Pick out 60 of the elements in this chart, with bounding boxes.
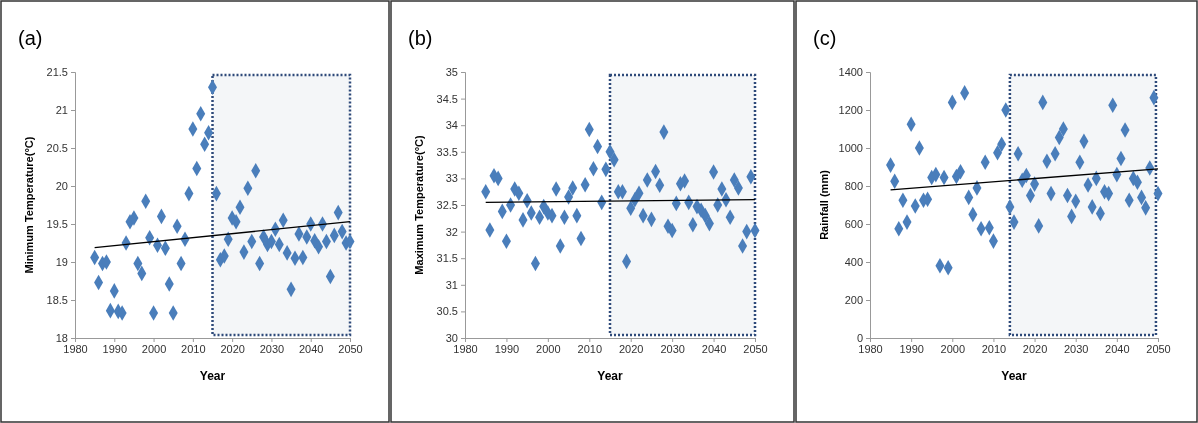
y-tick-label: 1200 [838, 104, 863, 117]
y-tick-label: 800 [844, 180, 863, 193]
y-tick-label: 19.5 [46, 218, 68, 231]
x-tick-label: 2010 [981, 342, 1007, 355]
x-tick-label: 2010 [577, 342, 603, 355]
x-axis-title: Year [597, 369, 624, 383]
x-tick-label: 2040 [701, 342, 727, 355]
y-tick-label: 21 [55, 104, 68, 117]
chart-title: (b) [408, 27, 433, 49]
y-tick-label: 35 [445, 66, 458, 79]
y-tick-label: 30.5 [436, 305, 458, 318]
y-tick-label: 0 [856, 332, 863, 345]
y-tick-label: 32 [445, 225, 458, 238]
y-tick-label: 32.5 [436, 199, 458, 212]
x-tick-label: 1990 [102, 342, 128, 355]
x-tick-label: 2050 [338, 342, 363, 355]
y-tick-label: 31 [445, 278, 458, 291]
y-axis-title: Rainfall (mm) [818, 169, 830, 240]
y-tick-label: 18 [55, 332, 68, 345]
x-tick-label: 1990 [494, 342, 520, 355]
x-tick-label: 2020 [618, 342, 644, 355]
x-tick-label: 2000 [141, 342, 167, 355]
y-tick-label: 200 [844, 294, 863, 307]
x-tick-label: 1980 [453, 342, 478, 355]
x-tick-label: 2030 [259, 342, 285, 355]
x-tick-label: 1990 [899, 342, 924, 355]
x-tick-label: 1980 [63, 342, 88, 355]
x-tick-label: 2050 [1146, 342, 1171, 355]
chart-title: (c) [813, 27, 837, 49]
y-tick-label: 1000 [838, 142, 863, 155]
y-tick-label: 20.5 [46, 142, 68, 155]
y-tick-label: 33.5 [436, 145, 458, 158]
x-axis-title: Year [199, 369, 226, 383]
y-tick-label: 33 [445, 172, 458, 185]
y-tick-label: 34.5 [436, 92, 458, 105]
y-tick-label: 600 [844, 218, 863, 231]
x-tick-label: 2040 [298, 342, 324, 355]
y-tick-label: 34 [445, 119, 458, 132]
x-tick-label: 1980 [858, 342, 883, 355]
x-tick-label: 2020 [220, 342, 245, 355]
y-tick-label: 18.5 [46, 294, 68, 307]
y-axis-title: Minimum Temperature(°C) [23, 136, 35, 274]
y-tick-label: 1400 [838, 66, 863, 79]
chart-title: (a) [18, 27, 43, 49]
y-tick-label: 31.5 [436, 252, 458, 265]
x-tick-label: 2020 [1022, 342, 1048, 355]
y-tick-label: 21.5 [46, 66, 68, 79]
y-axis-title: Maximum Temperature(°C) [413, 135, 425, 275]
x-tick-label: 2040 [1105, 342, 1130, 355]
x-axis-title: Year [1001, 369, 1028, 383]
x-tick-label: 2030 [660, 342, 685, 355]
y-tick-label: 19 [55, 256, 68, 269]
y-tick-label: 400 [844, 256, 863, 269]
x-tick-label: 2010 [181, 342, 206, 355]
y-tick-label: 20 [55, 180, 68, 193]
x-tick-label: 2000 [940, 342, 966, 355]
y-tick-label: 30 [445, 332, 458, 345]
x-tick-label: 2050 [743, 342, 768, 355]
x-tick-label: 2000 [536, 342, 561, 355]
x-tick-label: 2030 [1063, 342, 1089, 355]
